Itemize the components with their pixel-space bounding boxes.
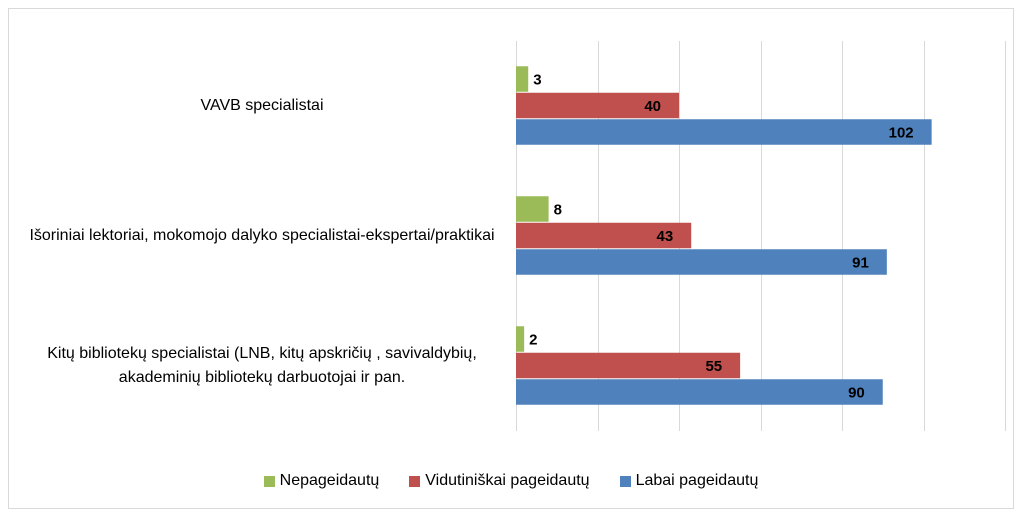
data-label: 55 [705,358,722,375]
legend-swatch [263,475,275,487]
legend-label: Nepageidautų [279,472,380,489]
data-label: 43 [657,228,674,245]
legend-swatch [409,475,421,487]
data-label: 102 [889,124,914,141]
data-label: 40 [644,98,661,115]
legend-item: Labai pageidautų [619,472,759,490]
data-label: 3 [533,71,541,88]
legend: Nepageidautų Vidutiniškai pageidautų Labai… [0,472,1022,490]
bar [516,249,887,275]
bar [516,119,932,145]
bar [516,222,692,249]
bar [516,66,529,92]
category-label: Išoriniai lektoriai, mokomojo dalyko spe… [29,227,495,244]
bar [516,196,549,222]
legend-item: Vidutiniškai pageidautų [409,472,590,490]
bar [516,379,883,405]
legend-item: Nepageidautų [263,472,380,490]
data-label: 90 [848,384,865,401]
category-label: Kitų bibliotekų specialistai (LNB, kitų … [47,345,477,386]
bar [516,352,741,379]
legend-swatch [619,475,631,487]
data-label: 91 [852,254,869,271]
bar [516,326,525,352]
bar [516,92,679,119]
data-label: 8 [554,201,562,218]
chart-border [8,8,1014,509]
category-label: VAVB specialistai [200,97,324,114]
legend-label: Vidutiniškai pageidautų [425,472,590,489]
data-label: 2 [529,331,537,348]
legend-label: Labai pageidautų [635,472,759,489]
